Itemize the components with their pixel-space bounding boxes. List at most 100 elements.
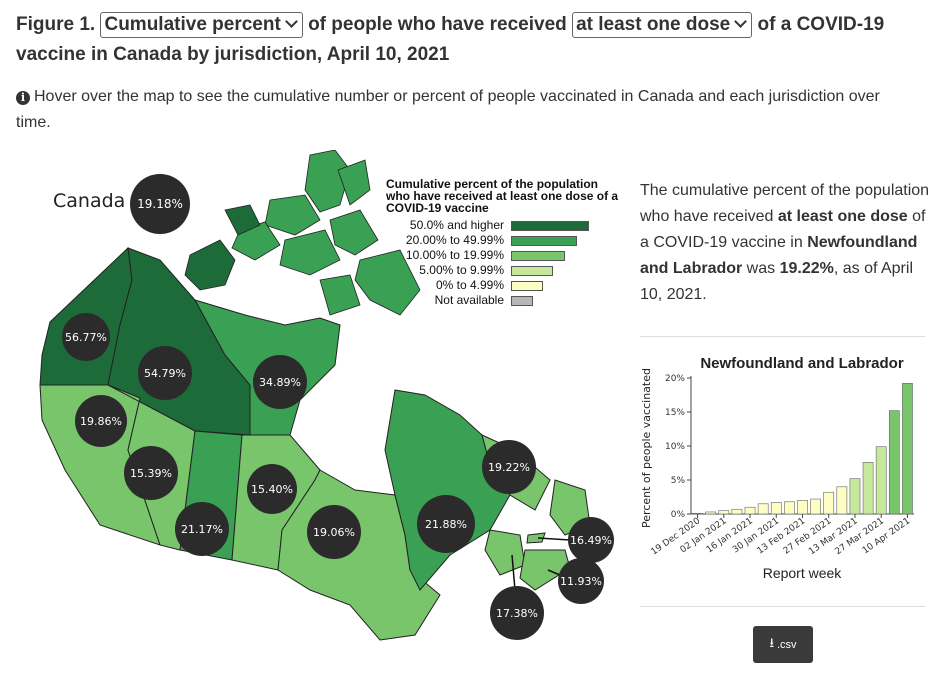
divider [640, 606, 925, 607]
legend-item: 5.00% to 9.99% [386, 263, 626, 278]
map-svg[interactable] [20, 150, 630, 660]
bar[interactable] [744, 506, 756, 515]
hover-hint: i Hover over the map to see the cumulativ… [16, 84, 916, 136]
bubble-manitoba[interactable]: 15.40% [247, 464, 297, 514]
bar[interactable] [810, 498, 821, 515]
bubble-quebec[interactable]: 21.88% [417, 495, 475, 553]
region-prince-edward-island[interactable] [526, 532, 546, 544]
legend-swatch [511, 236, 577, 246]
legend-swatch [511, 266, 553, 276]
bar[interactable] [757, 503, 769, 515]
bubble-new-brunswick[interactable]: 17.38% [490, 586, 544, 640]
bubble-value: 17.38% [496, 606, 538, 620]
legend-item: Not available [386, 293, 626, 308]
legend-label: 20.00% to 49.99% [405, 233, 504, 247]
bubble-northwest-territories[interactable]: 54.79% [138, 346, 192, 400]
description-text-3: was [742, 260, 780, 277]
bar[interactable] [797, 500, 808, 515]
trend-chart[interactable]: Newfoundland and Labrador Percent of peo… [636, 346, 936, 601]
bar[interactable] [784, 501, 795, 515]
bubble-value: 16.49% [570, 533, 612, 547]
bubble-value: 19.86% [80, 414, 122, 428]
bar[interactable] [875, 446, 887, 515]
description-text-2: of a COVID-19 vaccine in [640, 208, 926, 251]
bar[interactable] [692, 513, 703, 515]
bar[interactable] [862, 462, 874, 515]
canada-label: Canada [53, 190, 126, 212]
chevron-down-icon [284, 15, 298, 28]
canada-value: 19.18% [137, 197, 183, 211]
leader-line-pei [537, 537, 571, 541]
bar[interactable] [770, 502, 782, 515]
bar[interactable] [718, 510, 730, 515]
bar[interactable] [849, 478, 861, 515]
bubble-value: 54.79% [144, 366, 186, 380]
description-text-1: The cumulative percent of the population… [640, 182, 930, 225]
hint-text: Hover over the map to see the cumulative… [16, 88, 880, 131]
bubble-newfoundland-labrador[interactable]: 19.22% [482, 440, 536, 494]
bubble-prince-edward-island[interactable]: 16.49% [568, 517, 614, 563]
description-value: 19.22% [779, 260, 834, 277]
info-icon: i [16, 91, 30, 105]
measure-select-value: Cumulative percent [104, 14, 281, 35]
csv-label: .csv [777, 638, 797, 651]
legend-label: Not available [434, 293, 504, 307]
legend-swatch [511, 281, 543, 291]
download-csv-button[interactable]: ⭳ .csv [753, 626, 813, 663]
figure-title: Figure 1. Cumulative percent of people w… [16, 10, 936, 70]
legend-label: 0% to 4.99% [435, 278, 504, 292]
bar[interactable] [888, 410, 900, 515]
arctic-islands-nwt[interactable] [184, 204, 261, 291]
description-dose: at least one dose [777, 208, 908, 225]
y-tick-label: 5% [671, 476, 686, 486]
region-new-brunswick[interactable] [484, 529, 526, 576]
divider [640, 336, 925, 337]
bubble-value: 15.39% [130, 466, 172, 480]
legend-label: 50.0% and higher [409, 218, 504, 232]
y-tick-label: 15% [665, 408, 685, 418]
bubble-value: 11.93% [560, 574, 602, 588]
bubble-value: 21.88% [425, 517, 467, 531]
download-icon: ⭳ [769, 634, 774, 650]
measure-select[interactable]: Cumulative percent [100, 12, 303, 38]
bubble-value: 19.22% [488, 460, 530, 474]
canada-map[interactable]: Canada 19.18% 56.77% 54.79% 34.89% 19.86… [20, 150, 630, 660]
legend-title: Cumulative percent of the population who… [386, 177, 619, 215]
bubble-nova-scotia[interactable]: 11.93% [558, 558, 604, 604]
bubble-value: 15.40% [251, 482, 293, 496]
bubble-british-columbia[interactable]: 19.86% [75, 395, 127, 447]
bubble-saskatchewan[interactable]: 21.17% [175, 502, 229, 556]
dose-select[interactable]: at least one dose [572, 12, 753, 38]
bar[interactable] [823, 491, 835, 515]
bubble-value: 19.06% [313, 525, 355, 539]
bubble-value: 34.89% [259, 375, 301, 389]
legend-swatch [511, 251, 565, 261]
bar[interactable] [705, 511, 717, 515]
chevron-down-icon [734, 15, 748, 28]
bubble-nunavut[interactable]: 34.89% [253, 355, 307, 409]
region-nova-scotia[interactable] [519, 549, 571, 591]
bar[interactable] [731, 508, 743, 515]
bar[interactable] [836, 486, 848, 515]
legend-swatch [511, 221, 589, 231]
y-tick-label: 10% [665, 442, 685, 452]
legend-item: 20.00% to 49.99% [386, 233, 626, 248]
x-axis-label: Report week [763, 565, 843, 581]
legend-swatch [511, 296, 533, 306]
y-axis-label: Percent of people vaccinated [640, 368, 653, 528]
description-text-4: , as of April 10, 2021. [640, 260, 913, 303]
canada-value-bubble[interactable]: 19.18% [130, 174, 190, 234]
title-middle: of people who have received [308, 14, 567, 35]
title-suffix: of a COVID-19 vaccine in Canada by juris… [16, 14, 885, 65]
bubble-alberta[interactable]: 15.39% [124, 446, 178, 500]
bar[interactable] [902, 383, 913, 515]
legend-item: 0% to 4.99% [386, 278, 626, 293]
region-quebec[interactable] [384, 389, 511, 591]
legend-label: 10.00% to 19.99% [405, 248, 504, 262]
bubble-yukon[interactable]: 56.77% [62, 313, 110, 361]
map-legend: Cumulative percent of the population who… [386, 178, 626, 308]
legend-label: 5.00% to 9.99% [419, 263, 504, 277]
bubble-ontario[interactable]: 19.06% [307, 505, 361, 559]
y-tick-label: 20% [665, 374, 685, 384]
